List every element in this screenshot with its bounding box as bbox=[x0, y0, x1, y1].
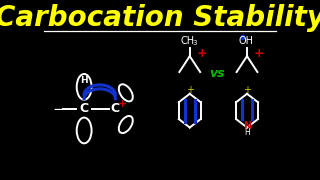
Text: +: + bbox=[196, 47, 207, 60]
Text: +: + bbox=[117, 99, 127, 109]
Text: vs: vs bbox=[210, 68, 225, 80]
Text: Carbocation Stability: Carbocation Stability bbox=[0, 4, 320, 32]
Text: H: H bbox=[80, 76, 88, 86]
Text: H: H bbox=[244, 128, 250, 137]
Text: +: + bbox=[243, 85, 251, 95]
Text: +: + bbox=[186, 85, 194, 95]
Text: C: C bbox=[111, 102, 120, 115]
Text: +: + bbox=[254, 47, 264, 60]
Text: OH: OH bbox=[238, 36, 253, 46]
Text: −: − bbox=[52, 102, 65, 117]
Text: CH: CH bbox=[180, 36, 195, 46]
Text: N: N bbox=[243, 121, 251, 130]
Text: 3: 3 bbox=[192, 40, 196, 46]
Text: C: C bbox=[80, 102, 89, 115]
